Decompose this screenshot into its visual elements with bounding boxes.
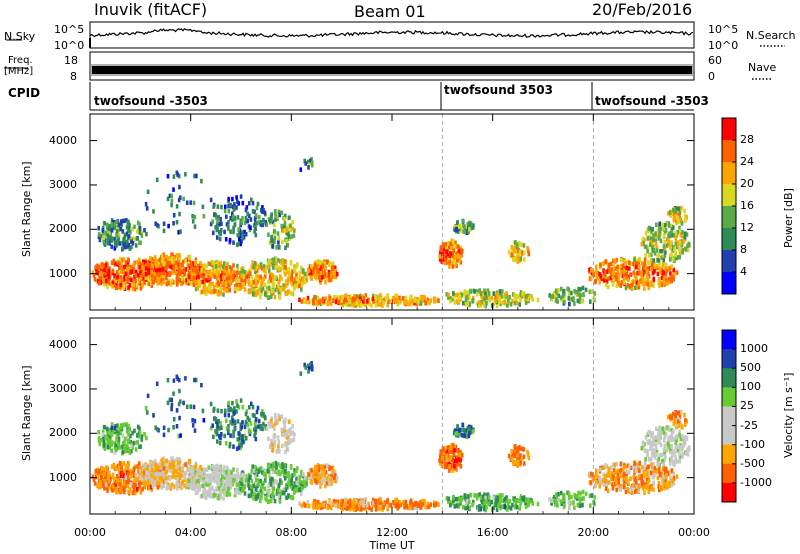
colorbar-segment: [722, 162, 736, 185]
nsky-right-tick-high: 10^5: [708, 23, 739, 36]
colorbar-frame: [721, 329, 737, 503]
x-tick-label: 08:00: [275, 526, 308, 539]
cpid-label: CPID: [8, 86, 41, 100]
colorbar-segment: [722, 463, 736, 484]
colorbar-segment: [722, 368, 736, 388]
colorbar-segment: [722, 425, 736, 446]
y-tick-label: 1000: [49, 266, 77, 280]
colorbar-segment: [722, 406, 736, 427]
x-tick-label: 16:00: [476, 526, 509, 539]
colorbar-tick-label: -25: [740, 418, 758, 432]
nsky-trace: [89, 28, 694, 39]
colorbar-segment: [722, 387, 736, 407]
beam-title: Beam 01: [354, 2, 426, 21]
y-axis-label: Slant Range [km]: [20, 161, 33, 257]
colorbar-segment: [722, 184, 736, 207]
colorbar-tick-label: 1000: [740, 342, 768, 356]
colorbar-segment: [722, 118, 736, 141]
colorbar-segment: [722, 206, 736, 229]
colorbar-label: Velocity [m s⁻¹]: [782, 372, 795, 458]
data-layer: [89, 28, 736, 514]
y-tick-label: 1000: [49, 470, 77, 484]
colorbar-label: Power [dB]: [782, 188, 795, 248]
station-title: Inuvik (fitACF): [94, 0, 208, 19]
colorbar-tick-label: 16: [740, 199, 754, 212]
colorbar-segment: [722, 482, 736, 503]
freq-label: Freq.: [8, 55, 33, 66]
y-tick-label: 4000: [49, 337, 77, 351]
y-tick-label: 3000: [49, 381, 77, 395]
colorbar-tick-label: 20: [740, 177, 754, 190]
colorbar-tick-label: 100: [740, 380, 761, 394]
y-tick-label: 2000: [49, 426, 77, 440]
freq-hatch: [91, 64, 693, 76]
colorbar-tick-label: 25: [740, 399, 754, 413]
freq-panel-frame: [89, 51, 695, 81]
colorbar-segment: [722, 444, 736, 465]
nsearch-label: N.Search: [746, 29, 796, 42]
colorbar-tick-label: -1000: [740, 475, 772, 489]
cpid-segment-3: twofsound -3503: [595, 94, 709, 108]
freq-tick-high: 18: [64, 54, 78, 67]
freq-tick-low: 8: [70, 70, 77, 83]
nsky-right-tick-low: 10^0: [708, 39, 739, 52]
colorbar-tick-label: -100: [740, 437, 765, 451]
x-tick-label: 20:00: [577, 526, 610, 539]
freq-unit-label: [MHz]: [4, 66, 34, 77]
colorbar-tick-label: 24: [740, 155, 754, 168]
colorbar-tick-label: 4: [740, 265, 747, 278]
nave-tick-low: 0: [708, 70, 715, 83]
velocity-colorbar: [722, 330, 736, 503]
nsky-panel-frame: [89, 21, 695, 49]
power-colorbar: [722, 118, 736, 295]
y-axis-label: Slant Range [km]: [20, 365, 33, 461]
frames-layer: [4, 21, 785, 515]
colorbar-segment: [722, 228, 736, 251]
velocity-scatter: [91, 318, 691, 514]
nsky-tick-low: 10^0: [54, 39, 85, 52]
colorbar-tick-label: 500: [740, 361, 761, 375]
colorbar-segment: [722, 250, 736, 273]
power-scatter: [91, 114, 691, 310]
cpid-segment-2: twofsound 3503: [444, 83, 553, 97]
cpid-segment-1: twofsound -3503: [94, 94, 208, 108]
x-tick-label: 00:00: [74, 526, 106, 539]
colorbar-segment: [722, 272, 736, 295]
nave-label: Nave: [748, 61, 777, 74]
colorbar-segment: [722, 330, 736, 350]
nave-tick-high: 60: [708, 54, 722, 67]
x-tick-label: 12:00: [376, 526, 408, 539]
y-tick-label: 2000: [49, 222, 77, 236]
x-tick-label: 04:00: [174, 526, 207, 539]
colorbar-tick-label: 8: [740, 243, 747, 256]
y-tick-label: 4000: [49, 133, 77, 147]
nsky-tick-high: 10^5: [54, 23, 85, 36]
colorbar-segment: [722, 140, 736, 163]
colorbar-segment: [722, 349, 736, 369]
y-tick-label: 3000: [49, 177, 77, 191]
colorbar-tick-label: 12: [740, 221, 754, 234]
x-tick-label: 00:00: [678, 526, 710, 539]
x-axis-label: Time UT: [369, 539, 415, 552]
date-title: 20/Feb/2016: [592, 0, 693, 19]
colorbar-tick-label: -500: [740, 456, 765, 470]
colorbar-tick-label: 28: [740, 133, 754, 146]
